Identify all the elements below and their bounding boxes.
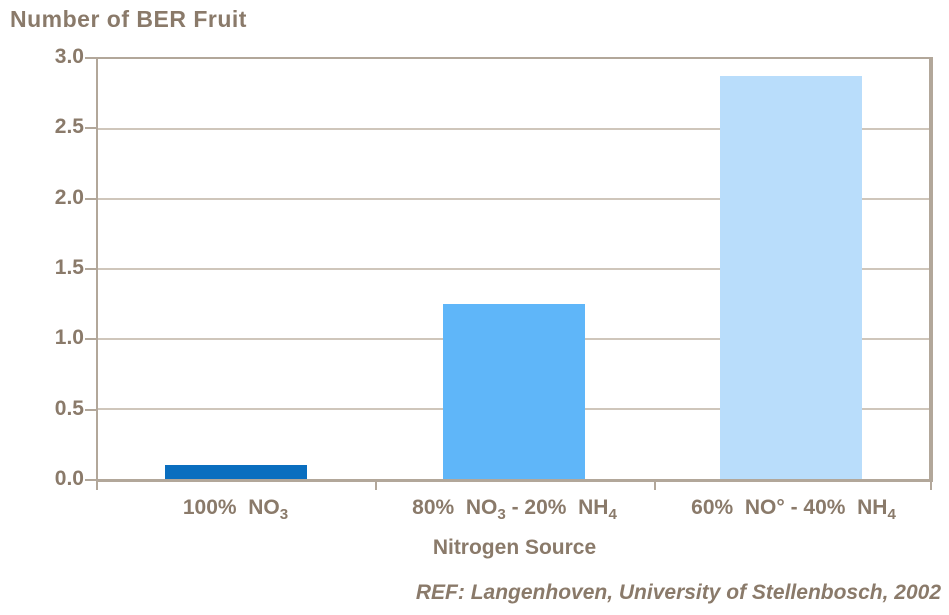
label-text: 100% NO bbox=[182, 496, 280, 519]
subscript: 3 bbox=[279, 506, 289, 524]
x-tick-mark bbox=[930, 482, 932, 490]
y-tick-label: 2.0 bbox=[54, 185, 84, 209]
label-text: 60% NO° - 40% NH bbox=[691, 496, 888, 519]
gridline bbox=[98, 197, 929, 200]
bar-1 bbox=[165, 465, 308, 479]
y-tick-mark bbox=[85, 479, 96, 481]
label-text: - 20% NH bbox=[505, 496, 609, 519]
y-tick-mark bbox=[85, 338, 96, 341]
subscript: 4 bbox=[608, 506, 617, 524]
x-tick-mark bbox=[375, 482, 377, 490]
y-tick-mark bbox=[85, 408, 96, 411]
y-tick-mark bbox=[85, 127, 96, 130]
y-tick-mark bbox=[85, 57, 96, 59]
x-category-label: 80% NO3 - 20% NH4 bbox=[375, 496, 654, 523]
y-tick-label: 2.5 bbox=[54, 115, 84, 139]
y-tick-label: 3.0 bbox=[54, 45, 84, 68]
bar-3 bbox=[719, 75, 862, 479]
y-tick-label: 1.5 bbox=[54, 256, 84, 279]
y-tick-label: 0.0 bbox=[54, 467, 84, 490]
y-tick-label: 1.0 bbox=[54, 326, 84, 350]
x-tick-mark bbox=[654, 482, 656, 490]
bar-2 bbox=[442, 304, 585, 479]
chart-title: Number of BER Fruit bbox=[10, 6, 247, 32]
x-category-label: 100% NO3 bbox=[96, 496, 375, 523]
x-tick-mark bbox=[96, 482, 98, 490]
reference-note: REF: Langenhoven, University of Stellenb… bbox=[415, 581, 941, 604]
subscript: 4 bbox=[887, 506, 896, 524]
x-axis-title: Nitrogen Source bbox=[432, 536, 597, 559]
plot-area bbox=[96, 57, 933, 482]
label-text: 80% NO bbox=[412, 496, 498, 519]
y-tick-mark bbox=[85, 268, 96, 270]
gridline bbox=[98, 127, 929, 130]
y-tick-label: 0.5 bbox=[54, 396, 84, 420]
y-tick-mark bbox=[85, 197, 96, 200]
subscript: 3 bbox=[497, 506, 506, 524]
x-category-label: 60% NO° - 40% NH4 bbox=[654, 496, 933, 523]
gridline bbox=[98, 268, 929, 270]
